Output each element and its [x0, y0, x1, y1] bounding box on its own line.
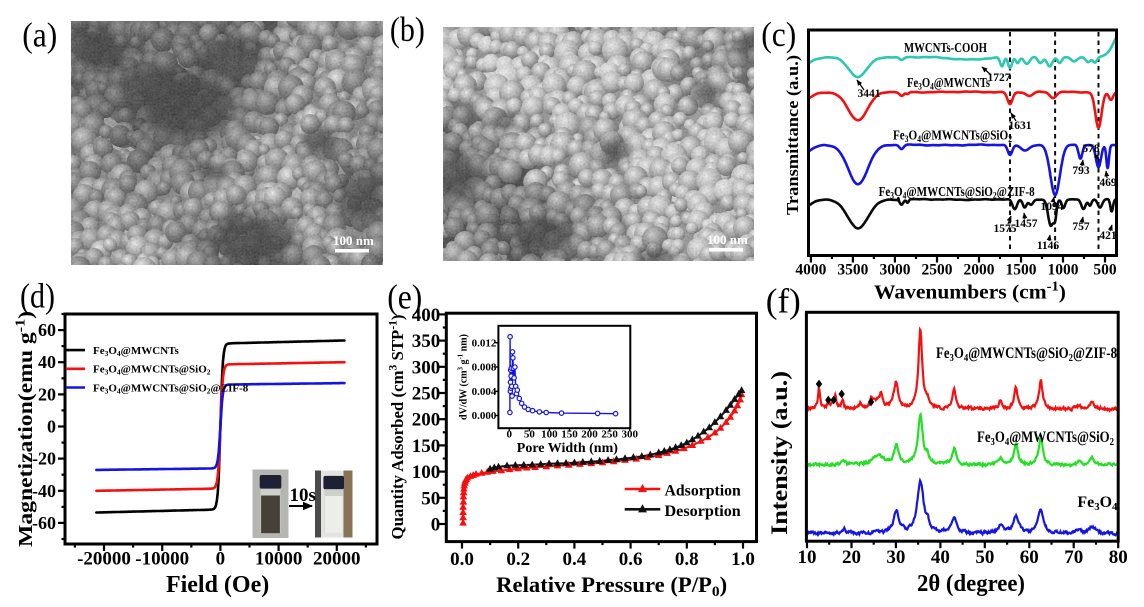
- svg-text:(e): (e): [387, 278, 422, 317]
- svg-text:Desorption: Desorption: [665, 503, 741, 520]
- svg-text:Intensity (a.u.): Intensity (a.u.): [767, 371, 792, 535]
- svg-text:Fe3​O4​@MWCNTs: Fe3​O4​@MWCNTs: [907, 75, 990, 91]
- svg-text:3441: 3441: [858, 88, 881, 100]
- svg-text:Quantity Adsorbed (cm3​ STP-1​: Quantity Adsorbed (cm3​ STP-1​): [387, 315, 408, 540]
- svg-text:Relative Pressure (P/P0​): Relative Pressure (P/P0​): [496, 572, 727, 600]
- svg-text:3000: 3000: [879, 262, 910, 279]
- svg-text:0: 0: [216, 549, 226, 570]
- svg-text:1146: 1146: [1037, 240, 1060, 252]
- svg-text:0: 0: [507, 429, 513, 441]
- svg-text:0.012: 0.012: [472, 337, 497, 349]
- svg-text:0.0: 0.0: [450, 549, 474, 570]
- svg-text:350: 350: [412, 331, 441, 352]
- svg-text:Field (Oe): Field (Oe): [166, 572, 269, 598]
- svg-text:40: 40: [38, 352, 56, 372]
- svg-text:Fe3​O4​@MWCNTs@SiO2​@ZIF-8: Fe3​O4​@MWCNTs@SiO2​@ZIF-8: [879, 184, 1035, 200]
- svg-text:2500: 2500: [921, 262, 952, 279]
- svg-text:60: 60: [1020, 547, 1039, 568]
- svg-text:578: 578: [1082, 143, 1100, 155]
- svg-text:Adsorption: Adsorption: [665, 483, 741, 500]
- svg-text:0.6: 0.6: [619, 549, 643, 570]
- svg-text:-40: -40: [32, 481, 56, 501]
- svg-text:100 nm: 100 nm: [333, 233, 374, 248]
- svg-text:40: 40: [931, 547, 950, 568]
- svg-text:2θ (degree): 2θ (degree): [917, 571, 1025, 597]
- svg-text:Transmittance (a.u.): Transmittance (a.u.): [783, 55, 802, 215]
- svg-text:Magnetization(emu g-1​): Magnetization(emu g-1​): [12, 311, 37, 547]
- svg-text:-20000: -20000: [77, 549, 131, 570]
- svg-text:1500: 1500: [1006, 262, 1037, 279]
- svg-text:200: 200: [581, 429, 598, 441]
- svg-text:-10000: -10000: [135, 549, 189, 570]
- svg-text:20: 20: [842, 547, 861, 568]
- svg-text:469: 469: [1099, 177, 1117, 189]
- svg-text:0.8: 0.8: [675, 549, 699, 570]
- svg-text:Wavenumbers (cm-1​): Wavenumbers (cm-1​): [874, 279, 1066, 304]
- svg-text:(a): (a): [22, 15, 57, 54]
- svg-text:200: 200: [412, 410, 441, 431]
- svg-text:Pore Width (nm): Pore Width (nm): [517, 441, 618, 456]
- svg-text:MWCNTs-COOH: MWCNTs-COOH: [904, 40, 987, 55]
- svg-text:0.4: 0.4: [563, 549, 587, 570]
- svg-text:300: 300: [412, 357, 441, 378]
- svg-text:30: 30: [886, 547, 905, 568]
- svg-text:20: 20: [38, 384, 56, 404]
- svg-text:0.004: 0.004: [472, 386, 497, 398]
- svg-text:50: 50: [975, 547, 994, 568]
- svg-text:150: 150: [561, 429, 578, 441]
- svg-text:1.0: 1.0: [731, 549, 755, 570]
- svg-text:(c): (c): [761, 15, 796, 54]
- svg-text:0.000: 0.000: [472, 410, 497, 422]
- svg-text:80: 80: [1109, 547, 1128, 568]
- svg-text:757: 757: [1072, 221, 1090, 233]
- svg-text:100: 100: [541, 429, 558, 441]
- svg-text:793: 793: [1072, 165, 1090, 177]
- svg-text:1000: 1000: [1048, 262, 1079, 279]
- svg-text:0.2: 0.2: [506, 549, 530, 570]
- svg-text:3500: 3500: [837, 262, 868, 279]
- svg-text:10: 10: [798, 547, 817, 568]
- svg-text:(f): (f): [766, 281, 801, 320]
- svg-text:-60: -60: [32, 513, 56, 533]
- svg-text:Fe3​O4​@MWCNTs@SiO2​@ZIF-8: Fe3​O4​@MWCNTs@SiO2​@ZIF-8: [93, 382, 249, 395]
- svg-text:Fe3​O4​@MWCNTs@SiO2​@ZIF-8: Fe3​O4​@MWCNTs@SiO2​@ZIF-8: [936, 345, 1117, 364]
- svg-text:(b): (b): [390, 10, 425, 49]
- svg-text:4000: 4000: [795, 262, 826, 279]
- svg-text:0: 0: [431, 515, 441, 536]
- svg-text:0.008: 0.008: [472, 362, 497, 374]
- svg-text:1094: 1094: [1041, 201, 1064, 213]
- svg-text:50: 50: [524, 429, 536, 441]
- svg-text:(d): (d): [20, 277, 55, 316]
- svg-text:400: 400: [412, 305, 441, 326]
- svg-text:50: 50: [421, 488, 440, 509]
- svg-text:Fe3​O4​@MWCNTs: Fe3​O4​@MWCNTs: [93, 345, 180, 358]
- svg-text:1457: 1457: [1015, 218, 1038, 230]
- svg-text:250: 250: [601, 429, 618, 441]
- svg-text:70: 70: [1064, 547, 1083, 568]
- svg-text:250: 250: [412, 384, 441, 405]
- svg-text:Fe3​O4​@MWCNTs@SiO2​: Fe3​O4​@MWCNTs@SiO2​: [893, 128, 1012, 144]
- svg-text:1727: 1727: [988, 72, 1011, 84]
- svg-text:Fe3​O4​@MWCNTs@SiO2​: Fe3​O4​@MWCNTs@SiO2​: [977, 429, 1114, 448]
- svg-text:100: 100: [412, 462, 441, 483]
- svg-text:60: 60: [38, 320, 56, 340]
- svg-text:421: 421: [1099, 230, 1117, 242]
- svg-text:Fe3​O4​@MWCNTs@SiO2​: Fe3​O4​@MWCNTs@SiO2​: [93, 364, 211, 377]
- svg-text:20000: 20000: [313, 549, 361, 570]
- svg-text:10000: 10000: [255, 549, 303, 570]
- svg-text:10s: 10s: [289, 485, 315, 506]
- svg-text:2000: 2000: [963, 262, 994, 279]
- svg-text:0: 0: [47, 417, 56, 437]
- svg-text:dV/dW (cm3​ g-1​ nm): dV/dW (cm3​ g-1​ nm): [458, 334, 470, 420]
- svg-text:Fe3​O4​: Fe3​O4​: [1077, 494, 1118, 513]
- svg-text:1575: 1575: [994, 223, 1017, 235]
- svg-text:1631: 1631: [1009, 120, 1032, 132]
- svg-text:500: 500: [1093, 262, 1117, 279]
- svg-text:100 nm: 100 nm: [707, 232, 748, 247]
- svg-text:300: 300: [621, 429, 638, 441]
- svg-text:-20: -20: [32, 449, 56, 469]
- svg-text:150: 150: [412, 436, 441, 457]
